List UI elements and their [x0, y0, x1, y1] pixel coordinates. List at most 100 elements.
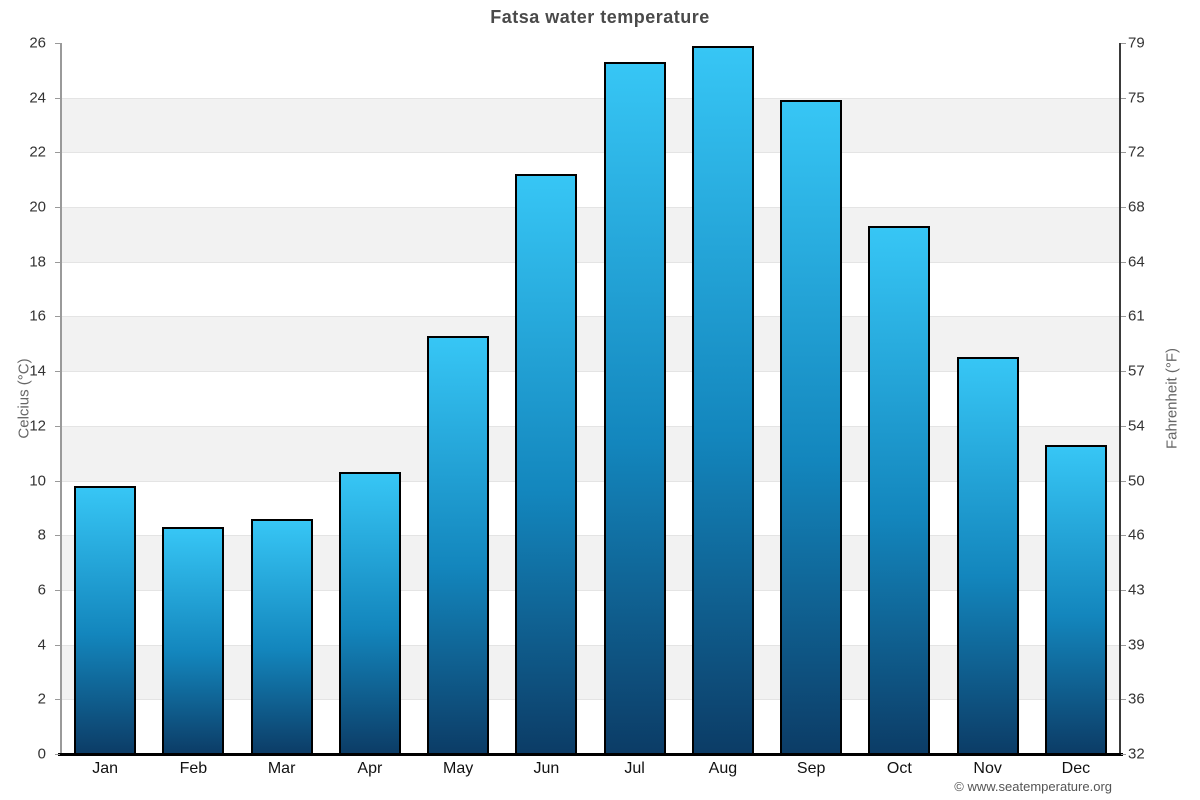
gridline [61, 699, 1120, 701]
gridline [61, 371, 1120, 373]
y-tick-celsius: 2 [37, 690, 46, 708]
bar-oct [868, 226, 931, 754]
y-tick-fahrenheit: 68 [1128, 198, 1145, 216]
y-tick-mark-right [1121, 261, 1126, 263]
y-tick-mark-left [55, 535, 60, 537]
y-tick-mark-right [1121, 699, 1126, 701]
grid-band [61, 644, 1120, 700]
y-tick-mark-left [55, 43, 60, 44]
y-tick-mark-left [55, 480, 60, 482]
bar-nov [956, 357, 1019, 754]
y-tick-mark-left [55, 699, 60, 701]
gridline [61, 152, 1120, 154]
gridline [61, 316, 1120, 318]
x-tick-jul: Jul [624, 760, 645, 777]
gridline [61, 261, 1120, 263]
y-tick-mark-left [55, 644, 60, 646]
x-tick-feb: Feb [179, 760, 208, 777]
gridline [61, 535, 1120, 537]
x-tick-may: May [443, 760, 474, 777]
y-tick-celsius: 0 [37, 745, 46, 763]
bar-jan [74, 486, 137, 754]
y-tick-celsius: 24 [29, 89, 46, 107]
y-tick-celsius: 26 [29, 34, 46, 52]
y-axis-line-left [60, 43, 62, 754]
x-tick-dec: Dec [1061, 760, 1091, 777]
y-tick-celsius: 16 [29, 307, 46, 325]
bar-dec [1044, 445, 1107, 754]
y-tick-mark-left [55, 754, 60, 755]
y-tick-mark-left [55, 316, 60, 318]
y-tick-celsius: 12 [29, 417, 46, 435]
y-tick-mark-right [1121, 754, 1126, 755]
y-tick-mark-right [1121, 43, 1126, 44]
x-tick-oct: Oct [886, 760, 912, 777]
gridline [61, 480, 1120, 482]
y-tick-mark-left [55, 425, 60, 427]
y-tick-celsius: 14 [29, 362, 46, 380]
y-tick-mark-left [55, 152, 60, 154]
y-tick-mark-right [1121, 535, 1126, 537]
y-tick-celsius: 4 [37, 636, 46, 654]
y-tick-fahrenheit: 64 [1128, 253, 1145, 271]
y-tick-fahrenheit: 32 [1128, 745, 1145, 763]
y-tick-fahrenheit: 79 [1128, 34, 1145, 52]
gridline [61, 589, 1120, 591]
bar-aug [691, 45, 754, 754]
y-tick-fahrenheit: 75 [1128, 89, 1145, 107]
x-tick-nov: Nov [973, 760, 1002, 777]
bar-jul [603, 62, 666, 754]
y-tick-mark-right [1121, 480, 1126, 482]
grid-band [61, 97, 1120, 153]
y-tick-mark-right [1121, 97, 1126, 99]
x-tick-mar: Mar [267, 760, 296, 777]
gridline [61, 97, 1120, 99]
y-tick-celsius: 10 [29, 472, 46, 490]
x-tick-aug: Aug [708, 760, 738, 777]
y-axis-line-right [1119, 43, 1121, 754]
plot-area [61, 43, 1120, 754]
x-tick-sep: Sep [796, 760, 826, 777]
y-tick-mark-left [55, 97, 60, 99]
y-tick-mark-left [55, 589, 60, 591]
y-tick-fahrenheit: 57 [1128, 362, 1145, 380]
bar-feb [162, 527, 225, 754]
y-tick-celsius: 22 [29, 143, 46, 161]
x-axis-line [58, 753, 1123, 756]
gridline [61, 644, 1120, 646]
y-tick-mark-right [1121, 644, 1126, 646]
y-tick-fahrenheit: 36 [1128, 690, 1145, 708]
bar-mar [250, 518, 313, 754]
y-tick-fahrenheit: 50 [1128, 472, 1145, 490]
y-tick-fahrenheit: 72 [1128, 143, 1145, 161]
y-axis-title-celsius: Celcius (°C) [15, 358, 33, 439]
y-tick-mark-right [1121, 425, 1126, 427]
y-tick-celsius: 6 [37, 581, 46, 599]
grid-band [61, 425, 1120, 481]
grid-band [61, 535, 1120, 590]
bar-may [427, 335, 490, 754]
y-tick-mark-left [55, 207, 60, 209]
y-tick-fahrenheit: 43 [1128, 581, 1145, 599]
y-tick-fahrenheit: 54 [1128, 417, 1145, 435]
gridline [61, 207, 1120, 209]
copyright-credit: © www.seatemperature.org [954, 779, 1112, 794]
y-axis-title-fahrenheit: Fahrenheit (°F) [1163, 347, 1181, 450]
y-tick-fahrenheit: 46 [1128, 526, 1145, 544]
y-tick-mark-right [1121, 589, 1126, 591]
chart-title: Fatsa water temperature [490, 7, 710, 27]
y-tick-celsius: 8 [37, 526, 46, 544]
y-tick-celsius: 20 [29, 198, 46, 216]
y-tick-fahrenheit: 39 [1128, 636, 1145, 654]
grid-band [61, 207, 1120, 262]
y-tick-mark-right [1121, 316, 1126, 318]
gridline [61, 425, 1120, 427]
y-tick-mark-left [55, 261, 60, 263]
y-tick-fahrenheit: 61 [1128, 307, 1145, 325]
bar-sep [780, 100, 843, 754]
x-tick-jun: Jun [533, 760, 560, 777]
y-tick-mark-right [1121, 152, 1126, 154]
y-tick-celsius: 18 [29, 253, 46, 271]
bar-jun [515, 174, 578, 754]
